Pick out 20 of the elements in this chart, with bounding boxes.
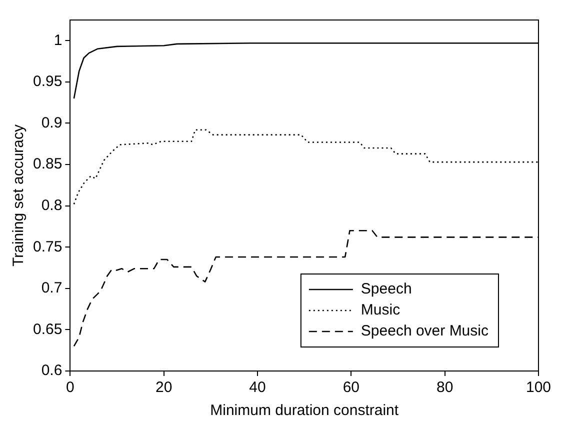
- y-tick-label: 0.95: [32, 73, 62, 90]
- y-tick-label: 0.65: [32, 320, 62, 338]
- y-tick-label: 0.9: [41, 114, 62, 132]
- y-tick-label: 0.7: [41, 280, 62, 297]
- x-tick-label: 40: [249, 379, 266, 396]
- y-tick-label: 0.85: [32, 156, 62, 173]
- x-tick-label: 20: [156, 379, 172, 396]
- x-axis-title: Minimum duration constraint: [210, 402, 400, 420]
- legend-label: Music: [360, 302, 401, 319]
- legend-label: Speech over Music: [360, 322, 489, 340]
- y-axis-title: Training set accuracy: [10, 124, 28, 267]
- y-tick-label: 0.6: [41, 362, 62, 380]
- x-tick-label: 60: [342, 379, 360, 396]
- y-tick-label: 0.75: [32, 238, 62, 256]
- x-tick-label: 100: [526, 379, 551, 396]
- x-tick-label: 80: [436, 379, 454, 396]
- y-tick-label: 0.8: [41, 196, 62, 214]
- x-tick-label: 0: [66, 379, 74, 396]
- y-tick-label: 1: [54, 32, 62, 49]
- legend-label: Speech: [360, 280, 412, 298]
